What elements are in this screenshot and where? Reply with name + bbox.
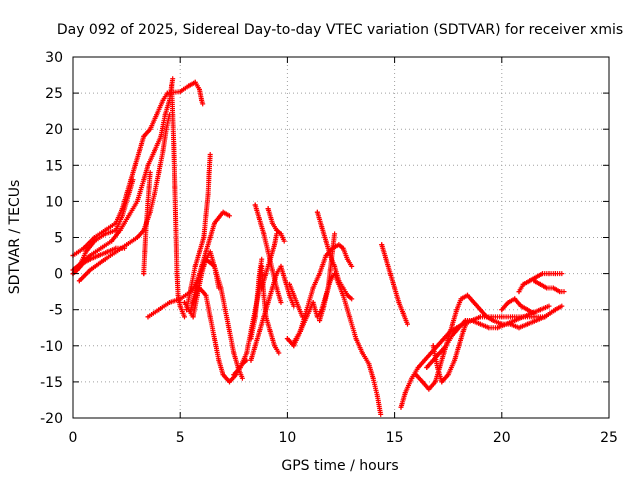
y-tick-label: 10 [45,194,63,210]
y-tick-label: -5 [49,303,63,319]
x-tick-label: 0 [69,430,78,446]
data-track [430,318,470,385]
track-markers [413,292,557,392]
y-axis-label: SDTVAR / TECUs [7,180,23,295]
data-track [265,206,287,244]
x-axis-label: GPS time / hours [281,458,398,474]
y-tick-label: 15 [45,158,63,174]
data-series [70,76,567,417]
data-track [379,242,410,327]
track-markers [291,271,383,415]
y-tick-label: 30 [45,50,63,66]
data-track [248,263,297,363]
x-tick-label: 10 [278,430,296,446]
axis-ticks [72,56,610,419]
track-markers [248,258,264,342]
y-tick-label: 0 [54,267,63,283]
grid-lines [73,57,609,418]
chart-title: Day 092 of 2025, Sidereal Day-to-day VTE… [57,22,623,38]
track-markers [430,319,470,385]
y-tick-label: 20 [45,122,63,138]
x-tick-label: 20 [493,430,511,446]
data-track [169,83,187,320]
data-track [516,271,565,295]
y-tick-label: 5 [54,231,63,247]
track-markers [516,271,563,295]
track-markers [141,172,153,277]
track-markers [182,249,221,320]
data-track [70,79,206,258]
y-tick-label: -10 [40,339,63,355]
data-track [317,231,338,323]
x-tick-label: 15 [386,430,404,446]
data-track [291,271,384,417]
y-tick-label: 25 [45,86,63,102]
x-tick-label: 5 [176,430,185,446]
track-markers [70,79,205,258]
track-markers [259,233,279,291]
data-track [141,170,153,277]
track-markers [169,83,187,318]
track-markers [531,278,565,295]
track-markers [265,206,286,242]
track-markers [317,233,337,323]
track-markers [499,296,535,315]
data-track [413,292,558,392]
track-markers [287,281,305,318]
data-track [287,281,305,320]
data-track [248,256,265,342]
y-tick-label: -15 [40,375,63,391]
y-tick-label: -20 [40,411,63,427]
track-markers [314,209,353,301]
data-track [499,296,537,316]
y-tick-labels: -20 -15 -10 -5 0 5 10 15 20 25 30 [40,50,63,427]
x-tick-labels: 0 5 10 15 20 25 [69,430,618,446]
data-track [531,278,567,295]
track-markers [248,263,296,363]
data-track [259,231,280,291]
data-track [182,249,222,320]
track-markers [379,242,410,325]
x-tick-label: 25 [600,430,618,446]
